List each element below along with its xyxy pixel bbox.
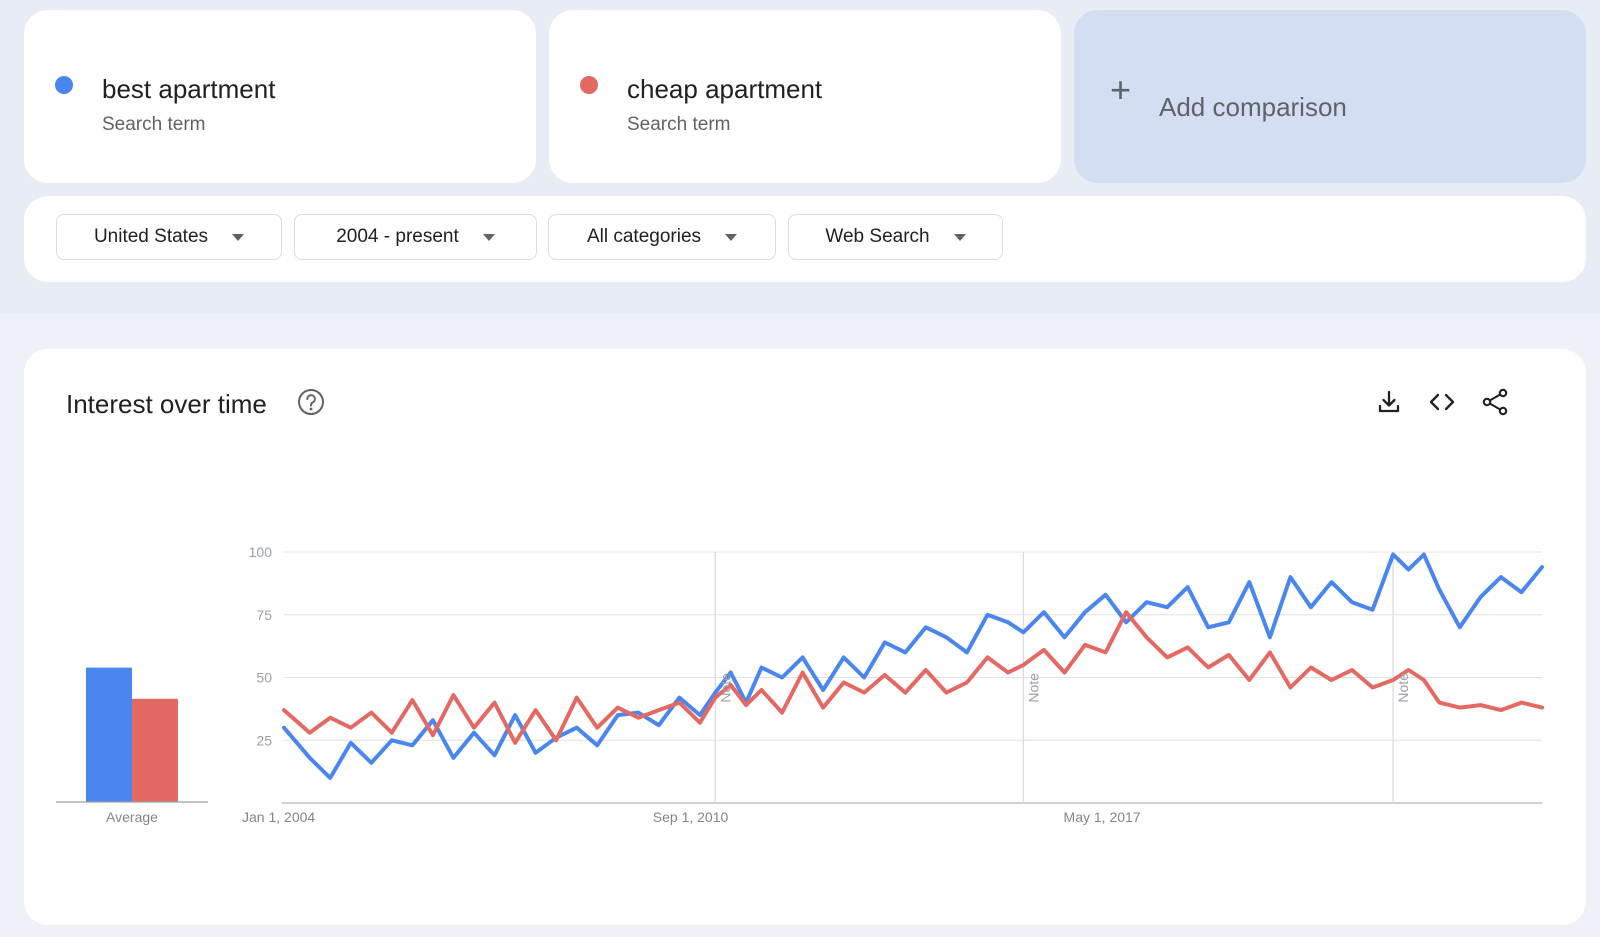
category-dropdown[interactable]: All categories xyxy=(548,214,776,260)
category-value: All categories xyxy=(586,226,702,247)
plus-icon: + xyxy=(1110,69,1132,110)
term-card-cheap-apartment[interactable]: cheap apartment Search term xyxy=(549,10,1061,183)
download-icon[interactable] xyxy=(1374,387,1404,417)
region-dropdown[interactable]: United States xyxy=(56,214,282,260)
chart-title: Interest over time xyxy=(66,389,267,419)
dropdown-arrow-icon xyxy=(953,233,966,241)
help-icon[interactable] xyxy=(296,387,326,417)
dropdown-arrow-icon xyxy=(725,233,738,241)
filter-bar: United States 2004 - present All categor… xyxy=(24,196,1586,282)
series-color-dot xyxy=(55,76,73,94)
time-range-value: 2004 - present xyxy=(336,226,459,247)
term-type: Search term xyxy=(627,114,731,135)
share-icon[interactable] xyxy=(1480,387,1510,417)
term-name[interactable]: cheap apartment xyxy=(627,74,823,104)
term-card-best-apartment[interactable]: best apartment Search term xyxy=(24,10,536,183)
dropdown-arrow-icon xyxy=(232,233,245,241)
interest-over-time-card: Interest over time xyxy=(24,349,1586,925)
embed-icon[interactable] xyxy=(1427,387,1457,417)
term-name[interactable]: best apartment xyxy=(102,74,276,104)
region-value: United States xyxy=(93,226,209,247)
search-type-dropdown[interactable]: Web Search xyxy=(788,214,1003,260)
dropdown-arrow-icon xyxy=(482,233,495,241)
time-range-dropdown[interactable]: 2004 - present xyxy=(294,214,537,260)
add-comparison-button[interactable]: + Add comparison xyxy=(1074,10,1586,183)
term-type: Search term xyxy=(102,114,206,135)
search-type-value: Web Search xyxy=(825,226,930,247)
add-comparison-label: Add comparison xyxy=(1159,92,1347,122)
series-color-dot xyxy=(580,76,598,94)
